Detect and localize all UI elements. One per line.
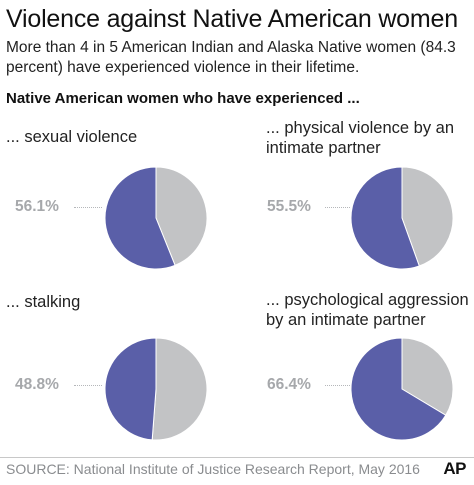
value-label-stalking: 48.8%: [15, 376, 59, 393]
value-label-sexual-violence: 56.1%: [15, 198, 59, 215]
leader-line: [74, 207, 102, 208]
pie-slice-remainder: [401, 337, 454, 416]
pie-slice-remainder: [401, 166, 454, 267]
pie-slice-experienced: [350, 166, 420, 270]
pie-slice-experienced: [104, 166, 176, 270]
leader-line: [325, 207, 350, 208]
value-label-psychological-aggression: 66.4%: [267, 376, 311, 393]
pie-title-physical-violence: ... physical violence by an intimate par…: [266, 119, 455, 157]
pie-chart-psychological-aggression: [350, 337, 454, 441]
pie-slice-remainder: [155, 166, 208, 266]
section-heading: Native American women who have experienc…: [6, 90, 360, 107]
pie-chart-physical-violence: [350, 166, 454, 270]
pie-slice-experienced: [104, 337, 157, 441]
ap-logo: AP: [443, 459, 466, 478]
leader-line: [325, 385, 350, 386]
footer-divider: [0, 457, 474, 458]
pie-title-stalking: ... stalking: [6, 293, 81, 311]
pie-chart-sexual-violence: [104, 166, 208, 270]
value-label-physical-violence: 55.5%: [267, 198, 311, 215]
pie-title-sexual-violence: ... sexual violence: [6, 128, 138, 146]
pie-chart-stalking: [104, 337, 208, 441]
chart-subtitle: More than 4 in 5 American Indian and Ala…: [6, 39, 456, 76]
pie-slice-experienced: [350, 337, 447, 441]
pie-title-psychological-aggression: ... psychological aggression by an intim…: [266, 291, 469, 329]
pie-slice-remainder: [151, 337, 208, 441]
leader-line: [74, 385, 102, 386]
chart-title: Violence against Native American women: [6, 5, 458, 33]
source-note: SOURCE: National Institute of Justice Re…: [6, 461, 420, 477]
